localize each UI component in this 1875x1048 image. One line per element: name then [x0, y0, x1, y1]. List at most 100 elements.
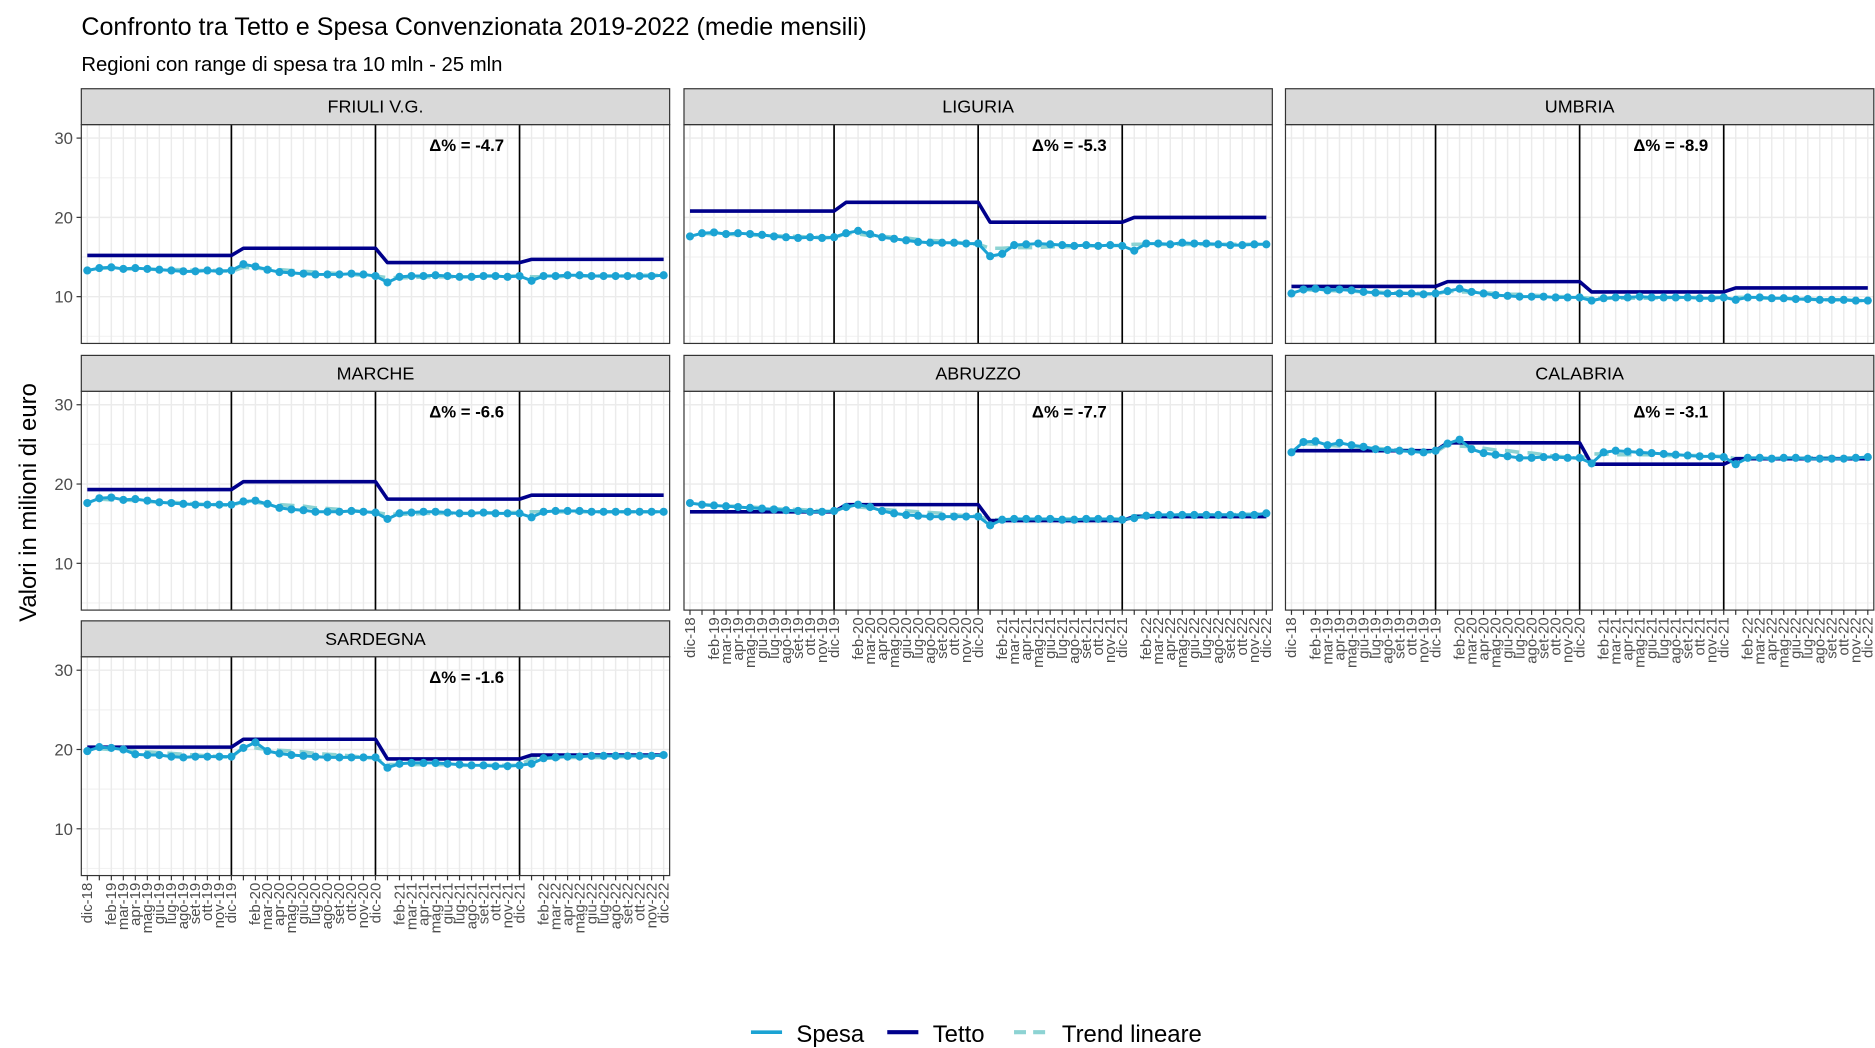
data-point	[383, 514, 392, 523]
data-point	[962, 512, 971, 521]
data-point	[1431, 446, 1440, 455]
data-point	[623, 271, 632, 281]
x-tick-label: lug-22	[1198, 617, 1215, 659]
x-tick-label: dic-22	[1258, 617, 1275, 658]
data-point	[119, 495, 128, 504]
data-point	[685, 498, 695, 508]
data-point	[527, 759, 536, 768]
data-point	[1335, 285, 1344, 294]
data-point	[323, 507, 332, 516]
data-point	[587, 271, 596, 281]
data-point	[419, 507, 428, 516]
data-point	[1659, 449, 1668, 458]
x-tick-label: nov-21	[1102, 617, 1119, 663]
data-point	[539, 754, 548, 763]
x-tick-label: ott-19	[1403, 617, 1420, 655]
panel-title: ABRUZZO	[935, 363, 1021, 383]
data-point	[986, 252, 995, 261]
data-point	[1226, 241, 1235, 250]
data-point	[299, 506, 308, 515]
data-point	[1695, 452, 1704, 461]
data-point	[1299, 437, 1308, 447]
x-tick-label: lug-22	[595, 883, 612, 925]
data-point	[1094, 241, 1103, 250]
data-point	[721, 229, 731, 239]
data-point	[191, 267, 200, 276]
data-point	[1431, 289, 1440, 298]
x-tick-label: nov-22	[643, 883, 660, 929]
data-point	[1503, 452, 1512, 461]
x-tick-label: set-22	[619, 883, 636, 925]
x-tick-label: lug-22	[1800, 617, 1817, 659]
data-point	[1094, 514, 1103, 523]
data-point	[431, 507, 440, 516]
data-point	[709, 501, 719, 510]
x-tick-label: ott-20	[343, 883, 360, 921]
x-tick-label: apr-21	[1018, 617, 1035, 660]
data-point	[1731, 460, 1740, 469]
data-point	[1635, 448, 1644, 457]
x-tick-label: mag-19	[742, 617, 759, 668]
data-point	[551, 753, 560, 762]
data-point	[407, 758, 416, 768]
data-point	[1599, 448, 1608, 457]
data-point	[757, 230, 767, 239]
data-point	[131, 750, 140, 759]
data-point	[1443, 439, 1452, 448]
data-point	[1551, 293, 1560, 302]
data-point	[1467, 445, 1476, 454]
x-tick-label: mag-21	[427, 883, 444, 934]
x-tick-label: feb-19	[1307, 617, 1324, 659]
data-point	[299, 269, 308, 278]
data-point	[1022, 240, 1031, 249]
chart-subtitle: Regioni con range di spesa tra 10 mln - …	[81, 54, 502, 76]
data-point	[1226, 510, 1235, 520]
data-point	[1311, 437, 1320, 446]
data-point	[455, 760, 464, 769]
data-point	[479, 271, 488, 281]
data-point	[781, 506, 791, 515]
x-tick-label: mar-19	[718, 617, 735, 664]
data-point	[1491, 450, 1500, 459]
data-point	[1250, 510, 1259, 520]
data-point	[203, 266, 212, 275]
data-point	[1455, 284, 1464, 293]
strip	[683, 88, 1273, 126]
data-point	[1238, 510, 1247, 520]
x-tick-label: mag-20	[283, 883, 300, 934]
data-point	[131, 495, 140, 504]
data-point	[1479, 289, 1488, 298]
data-point	[143, 750, 152, 760]
x-tick-label: set-22	[1222, 617, 1239, 659]
data-point	[1779, 453, 1788, 462]
data-point	[575, 506, 584, 516]
data-point	[866, 229, 875, 239]
data-point	[1575, 453, 1584, 462]
x-tick-label: nov-21	[499, 883, 516, 929]
strip	[80, 354, 671, 392]
data-point	[467, 761, 476, 770]
data-point	[1214, 240, 1223, 249]
y-tick-label: 30	[54, 661, 73, 680]
x-tick-label: mag-22	[1776, 617, 1793, 668]
data-point	[395, 272, 404, 281]
x-tick-label: apr-20	[271, 883, 288, 926]
data-point	[455, 272, 464, 281]
data-point	[1623, 293, 1632, 302]
y-tick-label: 30	[54, 396, 73, 415]
data-point	[745, 229, 755, 239]
data-point	[1359, 442, 1368, 451]
data-point	[1803, 454, 1812, 463]
data-point	[395, 759, 404, 768]
data-point	[287, 750, 296, 760]
data-point	[383, 278, 392, 287]
data-point	[359, 507, 368, 516]
x-tick-label: set-21	[1078, 617, 1095, 659]
data-point	[1130, 514, 1139, 523]
x-tick-label: mar-21	[1607, 617, 1624, 664]
x-tick-label: feb-21	[391, 883, 408, 925]
data-point	[647, 271, 656, 281]
x-tick-label: set-20	[934, 617, 951, 659]
data-point	[155, 265, 164, 274]
x-tick-label: lug-20	[910, 617, 927, 659]
